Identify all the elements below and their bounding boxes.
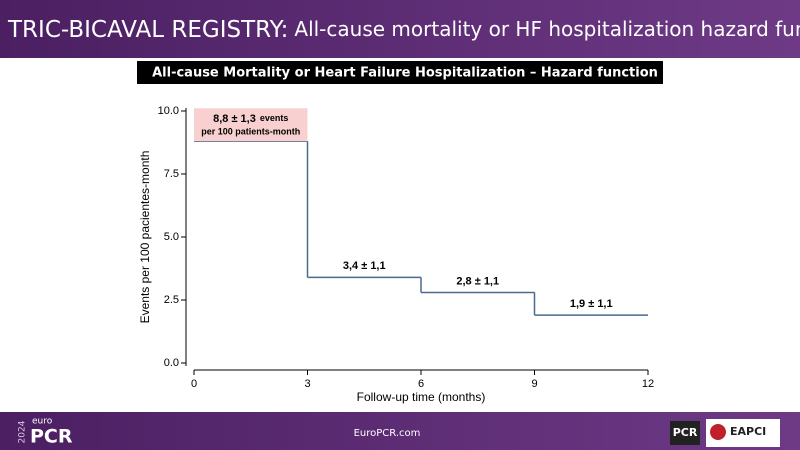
footer-year: 2024 bbox=[18, 420, 28, 443]
value-label-number: 8,8 ± 1,3 bbox=[213, 113, 256, 125]
footer-band bbox=[0, 412, 800, 450]
x-tick-label: 9 bbox=[531, 378, 537, 390]
chart-title: All-cause Mortality or Heart Failure Hos… bbox=[152, 66, 658, 81]
value-label: 1,9 ± 1,1 bbox=[570, 298, 613, 310]
value-label: 2,8 ± 1,1 bbox=[456, 275, 499, 287]
x-tick-label: 0 bbox=[191, 378, 197, 390]
y-axis-label: Events per 100 pacientes-month bbox=[138, 151, 152, 324]
y-tick-label: 0.0 bbox=[164, 357, 179, 369]
header-title: TRIC-BICAVAL REGISTRY: All-cause mortalit… bbox=[7, 17, 800, 43]
x-tick-label: 6 bbox=[418, 378, 424, 390]
value-label: 8,8 ± 1,3 events bbox=[213, 113, 288, 125]
eapci-text: EAPCI bbox=[730, 425, 766, 438]
pcr-badge-text: PCR bbox=[673, 426, 698, 439]
y-tick-label: 10.0 bbox=[158, 105, 179, 117]
value-label-sub: per 100 patients-month bbox=[201, 127, 300, 137]
x-tick-label: 3 bbox=[304, 378, 310, 390]
eapci-icon bbox=[710, 424, 726, 440]
footer-euro: euro bbox=[32, 417, 53, 427]
chart: 0.0 2.5 5.0 7.5 10.0 0 3 6 9 12 Follow-up time (mo… bbox=[138, 105, 654, 404]
header-title-rest: All-cause mortality or HF hospitalizatio… bbox=[294, 17, 800, 41]
value-label-unit: events bbox=[260, 114, 289, 124]
x-tick-label: 12 bbox=[642, 378, 654, 390]
chart-title-bar bbox=[137, 61, 663, 84]
footer-url: EuroPCR.com bbox=[354, 428, 421, 439]
x-axis-label: Follow-up time (months) bbox=[357, 390, 486, 404]
header-title-bold: TRIC-BICAVAL REGISTRY: bbox=[7, 17, 288, 43]
y-tick-label: 2.5 bbox=[164, 294, 179, 306]
y-tick-label: 5.0 bbox=[164, 231, 179, 243]
label-box bbox=[194, 108, 308, 142]
header-band bbox=[0, 0, 800, 58]
y-tick-label: 7.5 bbox=[164, 168, 179, 180]
value-label: 3,4 ± 1,1 bbox=[343, 260, 386, 272]
footer-brand: PCR bbox=[30, 426, 73, 448]
pcr-badge bbox=[670, 421, 700, 445]
